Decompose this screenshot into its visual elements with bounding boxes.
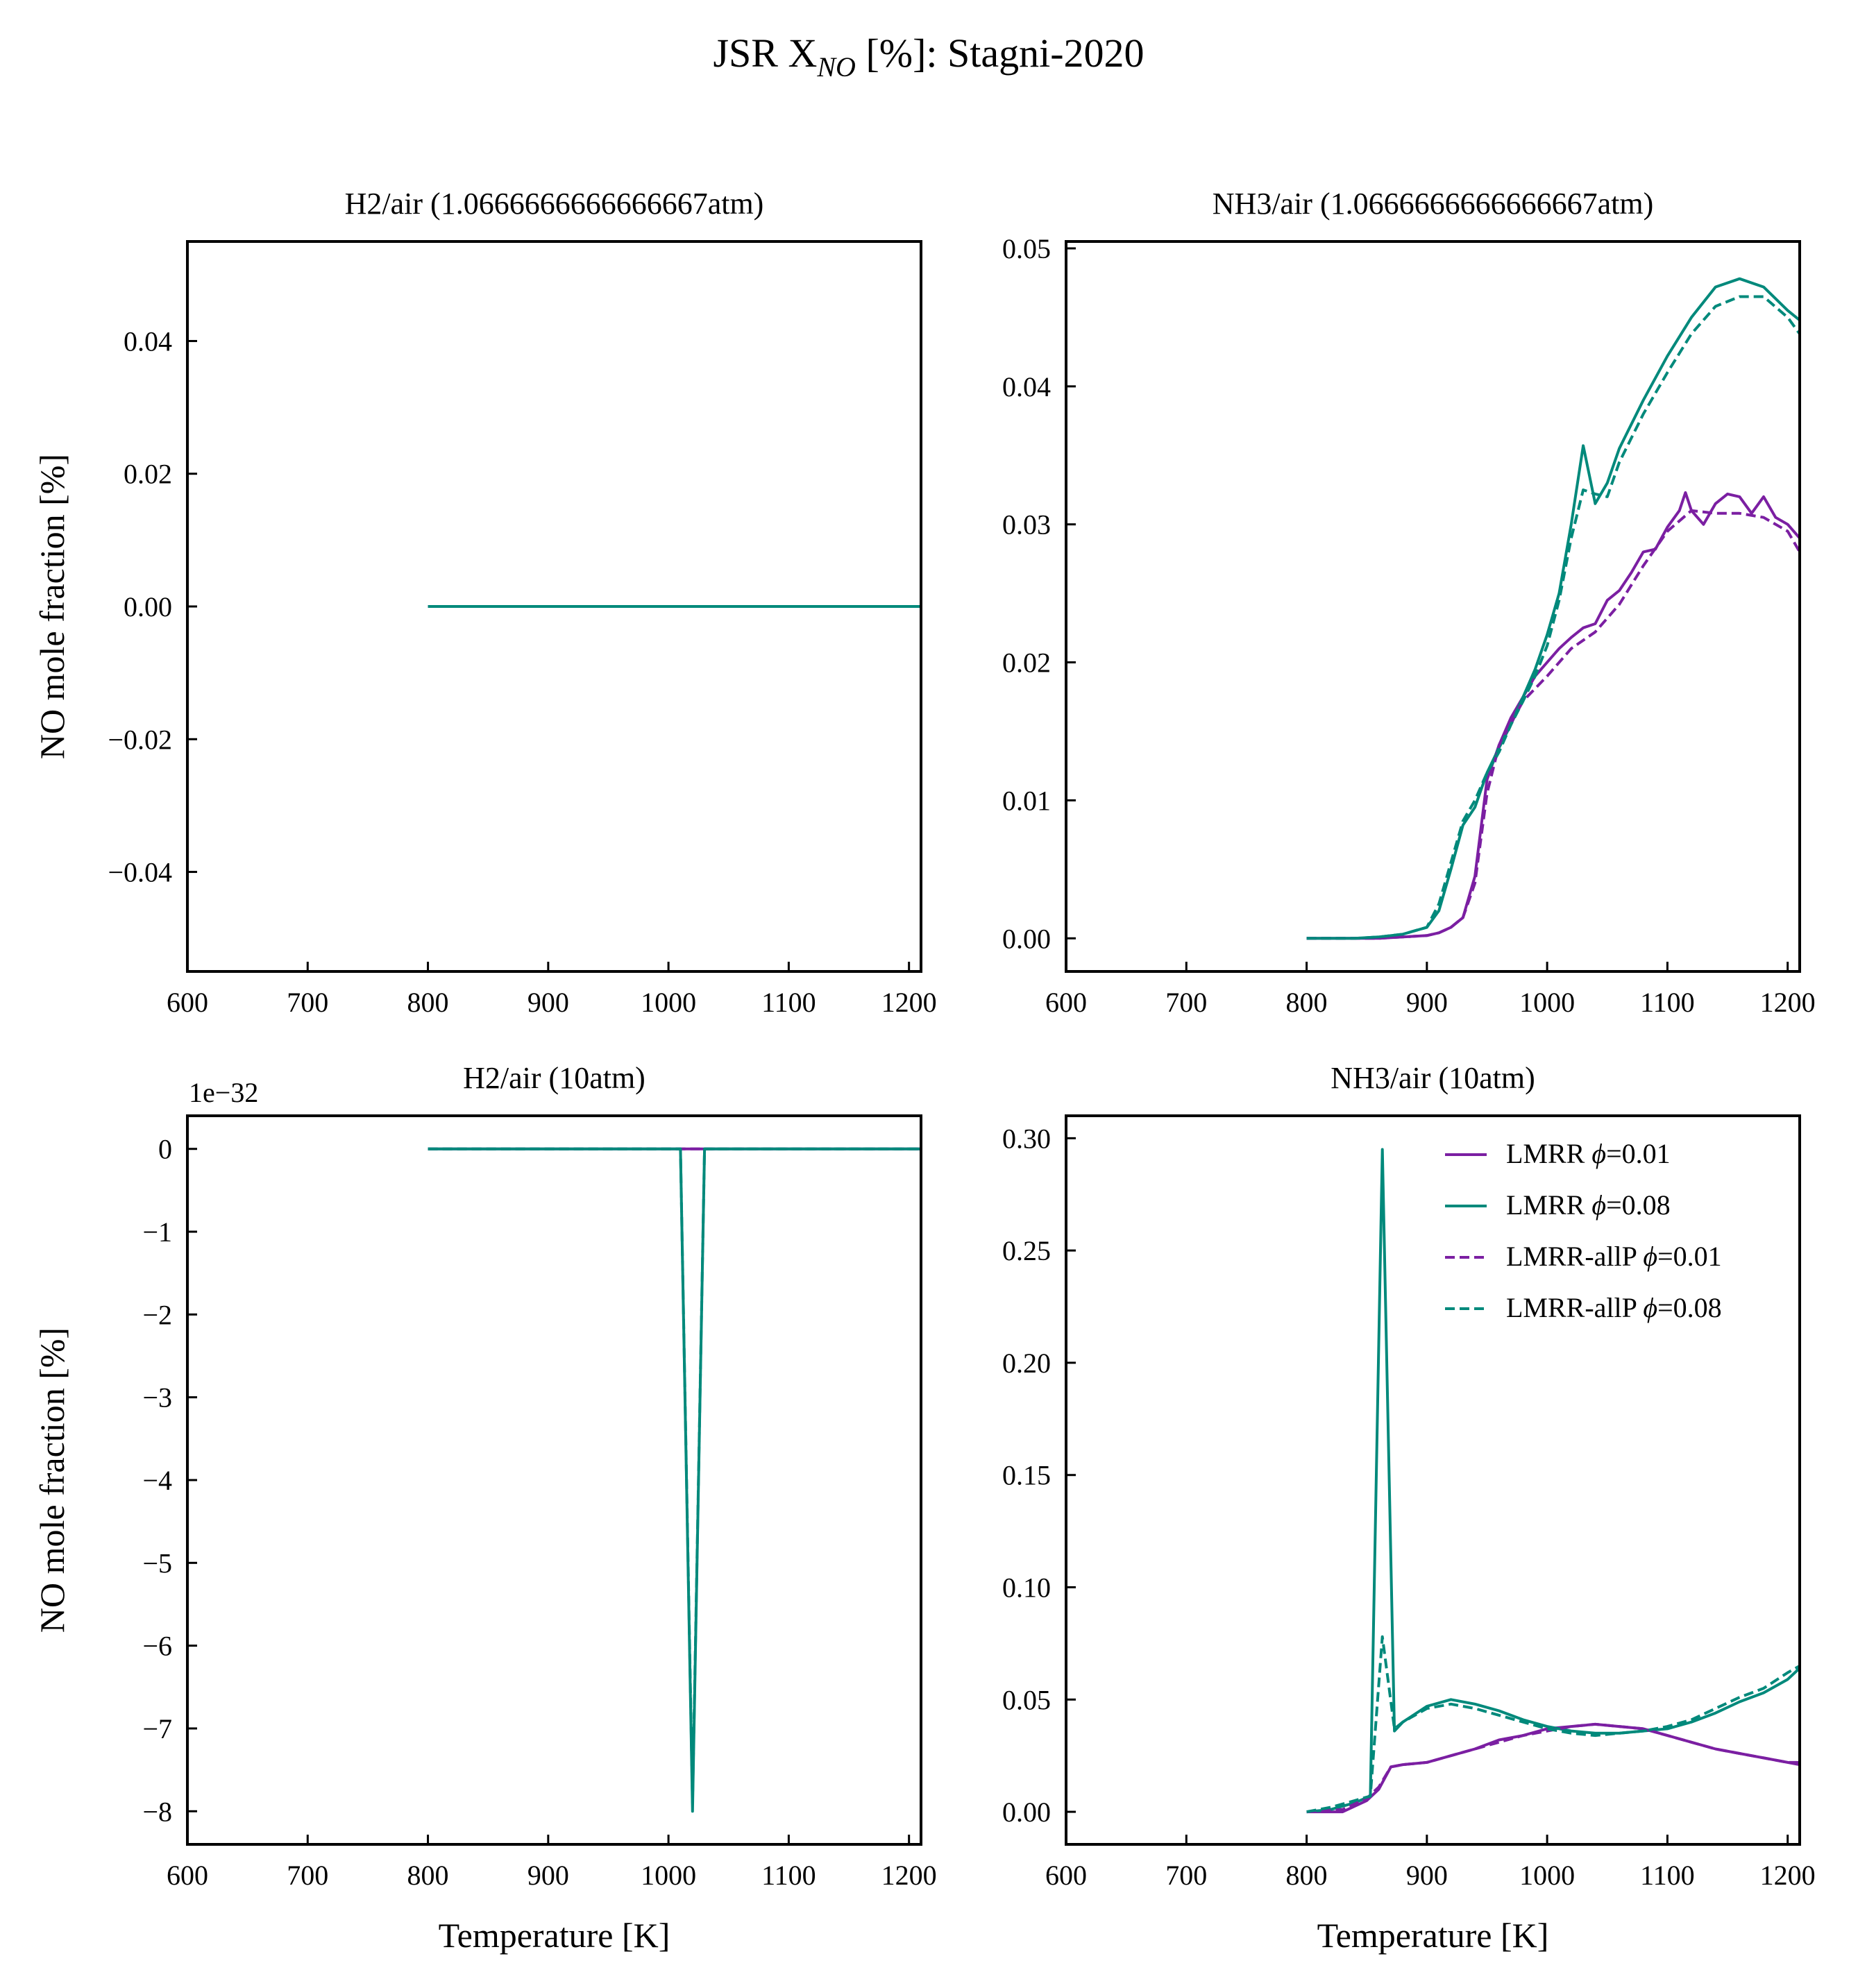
y-tick-label: 0.05 (1002, 233, 1051, 264)
legend: LMRR ϕ=0.01 LMRR ϕ=0.08 LMRR-allP ϕ=0.01 LM… (1445, 1138, 1722, 1323)
y-axis-label: NO mole fraction [%] (33, 1327, 71, 1633)
subplot-title: H2/air (1.0666666666666667atm) (345, 187, 764, 221)
y-tick-label: −6 (142, 1631, 172, 1662)
y-tick-label: 0.30 (1002, 1123, 1051, 1154)
y-tick-label: 0.01 (1002, 785, 1051, 816)
x-tick-label: 1200 (1760, 1860, 1816, 1891)
subplot-h2-1atm: 600 700 800 900 1000 1100 1200 −0.04 −0.02 0.00 0.… (33, 187, 937, 1018)
x-tick-label: 1100 (1640, 987, 1695, 1018)
y-tick-label: −0.02 (108, 724, 172, 755)
y-tick-label: −5 (142, 1547, 172, 1579)
y-tick-label: −4 (142, 1465, 172, 1496)
series-line-3 (1306, 295, 1800, 940)
x-tick-label: 800 (407, 1860, 449, 1891)
legend-label: LMRR ϕ=0.08 (1506, 1189, 1671, 1221)
y-tick-label: −7 (142, 1713, 172, 1744)
series-line-1 (1306, 1148, 1800, 1814)
x-tick-label: 900 (527, 987, 569, 1018)
x-tick-label: 700 (1165, 987, 1207, 1018)
subplot-title: NH3/air (10atm) (1331, 1061, 1535, 1095)
series-line-3 (428, 1147, 921, 1805)
x-tick-label: 1100 (761, 1860, 816, 1891)
x-tick-label: 1000 (641, 1860, 696, 1891)
x-tick-label: 600 (167, 987, 208, 1018)
x-tick-label: 900 (1406, 987, 1448, 1018)
x-tick-label: 700 (287, 1860, 328, 1891)
x-tick-label: 600 (167, 1860, 208, 1891)
y-tick-label: 0.05 (1002, 1684, 1051, 1715)
series-line-3 (1306, 1635, 1800, 1814)
legend-label: LMRR-allP ϕ=0.01 (1506, 1241, 1722, 1272)
x-tick-label: 900 (527, 1860, 569, 1891)
series-line-2 (1306, 1722, 1800, 1814)
subplot-title: NH3/air (1.0666666666666667atm) (1213, 187, 1653, 221)
y-axis-label: NO mole fraction [%] (33, 454, 71, 759)
x-tick-label: 1200 (881, 1860, 937, 1891)
x-tick-label: 800 (407, 987, 449, 1018)
y-tick-label: −1 (142, 1216, 172, 1248)
series-group (1306, 1148, 1800, 1814)
y-tick-label: −2 (142, 1299, 172, 1330)
x-tick-label: 600 (1045, 1860, 1087, 1891)
series-group (1306, 277, 1800, 940)
x-tick-label: 1200 (881, 987, 937, 1018)
x-tick-label: 800 (1286, 1860, 1328, 1891)
series-group (428, 1147, 921, 1813)
x-axis-label: Temperature [K] (439, 1916, 670, 1955)
x-tick-label: 1200 (1760, 987, 1816, 1018)
y-tick-label: −3 (142, 1382, 172, 1413)
x-tick-label: 900 (1406, 1860, 1448, 1891)
figure-title: JSR XNO [%]: Stagni-2020 (713, 31, 1144, 83)
y-tick-label: 0.15 (1002, 1460, 1051, 1491)
subplot-nh3-10atm: 600 700 800 900 1000 1100 1200 0.00 0.05 0.10 0.15… (1002, 1061, 1816, 1955)
y-tick-label: 0.04 (124, 325, 172, 357)
x-tick-label: 1000 (641, 987, 696, 1018)
x-tick-label: 1100 (1640, 1860, 1695, 1891)
y-tick-label: 0.02 (1002, 647, 1051, 679)
y-tick-label: 0.00 (1002, 1796, 1051, 1828)
x-tick-label: 1000 (1519, 987, 1575, 1018)
x-tick-label: 1000 (1519, 1860, 1575, 1891)
subplot-title: H2/air (10atm) (463, 1061, 645, 1095)
y-tick-label: 0.20 (1002, 1348, 1051, 1379)
subplot-nh3-1atm: 600 700 800 900 1000 1100 1200 0.00 0.01 0.02 0.03… (1002, 187, 1816, 1018)
y-tick-label: 0.00 (124, 591, 172, 622)
y-tick-label: 0.04 (1002, 371, 1051, 402)
x-tick-label: 700 (287, 987, 328, 1018)
x-tick-label: 700 (1165, 1860, 1207, 1891)
y-tick-label: 0.03 (1002, 509, 1051, 541)
y-tick-label: 0.25 (1002, 1235, 1051, 1266)
axis-offset-text: 1e−32 (189, 1077, 258, 1108)
axes-frame (1065, 240, 1801, 973)
legend-label: LMRR-allP ϕ=0.08 (1506, 1292, 1722, 1323)
x-tick-label: 800 (1286, 987, 1328, 1018)
subplot-h2-10atm: 600 700 800 900 1000 1100 1200 0 −1 −2 −3 −4 −5 −6 −7 −… (33, 1061, 937, 1955)
x-tick-label: 600 (1045, 987, 1087, 1018)
legend-label: LMRR ϕ=0.01 (1506, 1138, 1671, 1169)
x-axis-label: Temperature [K] (1317, 1916, 1549, 1955)
y-tick-label: −8 (142, 1796, 172, 1827)
y-tick-label: 0 (158, 1134, 172, 1165)
y-tick-label: −0.04 (108, 857, 172, 888)
y-tick-label: 0.02 (124, 459, 172, 490)
y-tick-label: 0.10 (1002, 1572, 1051, 1604)
axes-frame (1065, 1114, 1801, 1846)
y-tick-label: 0.00 (1002, 923, 1051, 954)
x-tick-label: 1100 (761, 987, 816, 1018)
